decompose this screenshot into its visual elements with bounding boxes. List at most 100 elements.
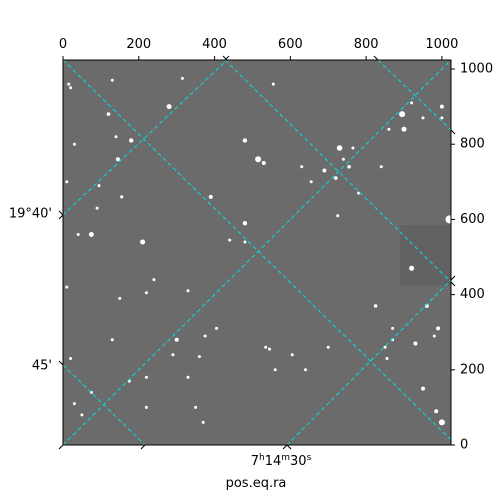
ra-hours: 7 [251,454,259,469]
bottom-ra-tick-3 [282,444,288,450]
star-point [439,104,444,109]
star-point [65,285,69,289]
grid-line-dec-3 [286,279,451,445]
star-point [436,326,441,331]
ra-hours-unit: h [259,453,265,463]
right-axis-tick-label: 800 [460,137,485,152]
star-point [421,116,425,120]
top-pixel-axis: 0 200 400 600 800 1000 [59,37,458,60]
star-point [95,206,99,210]
image-shade-patch [400,225,451,285]
star-point [268,347,271,351]
star-point [186,289,190,293]
star-point [80,413,84,417]
star-point [97,184,101,188]
top-axis-tick-label: 1000 [425,37,458,52]
grid-line-ra-3 [224,60,451,283]
star-point [144,405,148,409]
star-point [194,405,198,409]
star-point [347,165,351,169]
world-coordinate-grid [63,60,451,445]
grid-line-ra-4 [377,60,451,131]
star-point [228,238,232,242]
star-point [357,191,360,195]
star-point [180,76,184,80]
star-point [72,402,76,406]
star-point [413,341,418,346]
star-point [334,176,338,180]
star-point [309,180,313,184]
star-point [152,278,156,282]
star-point [144,375,148,379]
star-point [208,194,213,199]
stars-layer [65,76,451,426]
star-point [409,265,415,271]
star-point [261,161,266,165]
star-point [399,111,406,118]
right-axis-tick-label: 200 [460,362,485,377]
star-point [201,420,205,424]
star-point [203,334,207,338]
star-point [65,180,69,184]
right-axis-tick-label: 600 [460,212,485,227]
star-point [69,357,73,360]
left-ra-tick-1 [58,214,64,220]
bottom-ra-tick-2 [140,444,146,450]
top-axis-tick-label: 800 [354,37,379,52]
bottom-dec-tick-3 [286,444,292,450]
star-point [120,195,124,199]
ra-label-7h14m30s: 7h14m30s [251,453,312,469]
star-point [242,138,248,143]
star-point [110,78,114,82]
ra-minutes-unit: m [281,453,290,463]
star-point [255,156,262,163]
right-axis-tick-label: 1000 [460,62,493,77]
star-point [434,409,439,414]
star-point [383,345,387,349]
star-point [273,368,277,372]
star-point [242,221,248,226]
star-point [171,353,175,357]
star-point [118,296,122,300]
star-point [264,345,268,349]
top-axis-tick-label: 400 [202,37,227,52]
star-point [114,135,118,139]
grid-line-dec-1 [63,60,228,216]
star-point [421,386,425,391]
star-point [401,126,407,132]
star-point [290,353,294,357]
right-ra-tick-1 [450,129,456,135]
star-point [106,112,111,116]
star-point [336,145,343,151]
dec-label-45: 45' [32,359,52,374]
ra-seconds: 30 [290,454,307,469]
star-point [438,419,445,426]
star-point [144,291,148,295]
star-point [140,239,146,245]
plot-frame [62,59,452,446]
star-point [115,157,120,162]
dec-label-19-40: 19°40' [9,207,52,222]
star-point [88,232,94,237]
star-point [445,215,451,224]
top-ra-tick-1 [224,55,230,61]
star-point [326,345,330,349]
star-point [410,101,414,105]
bottom-ra-tick-1 [58,444,64,450]
star-point [387,127,391,131]
right-pixel-axis: 0 200 400 600 800 1000 [451,62,493,453]
star-point [336,214,340,218]
top-axis-tick-label: 0 [59,37,67,52]
star-point [440,116,444,120]
star-point [72,142,76,146]
x-axis-label: pos.eq.ra [226,476,287,491]
star-point [197,355,201,359]
star-point [432,334,436,338]
top-axis-tick-label: 600 [278,37,303,52]
ra-seconds-unit: s [307,453,312,463]
star-point [391,326,395,330]
star-point [215,326,218,330]
star-point [341,157,345,161]
left-dec-tick-1 [58,210,64,216]
